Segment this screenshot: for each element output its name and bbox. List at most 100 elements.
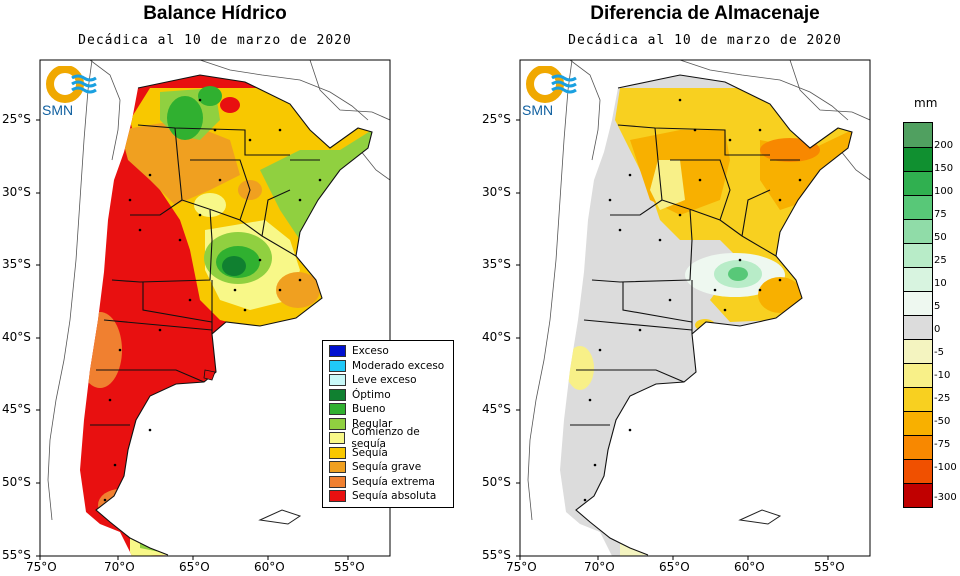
colorbar-label: -100 <box>934 462 957 473</box>
legend-label: Bueno <box>352 403 386 416</box>
colorbar-label: -75 <box>934 439 951 450</box>
legend-item: Exceso <box>323 344 453 359</box>
colorbar-label: -25 <box>934 393 951 404</box>
left-map-title: Balance Hídrico <box>143 3 287 24</box>
legend-swatch <box>329 490 346 503</box>
colorbar-label: 10 <box>934 278 947 289</box>
legend-swatch <box>329 359 346 372</box>
colorbar-label: -10 <box>934 370 951 381</box>
legend-item: Leve exceso <box>323 373 453 388</box>
colorbar-segment <box>904 172 932 196</box>
colorbar-label: -300 <box>934 492 957 503</box>
legend-item: Sequía grave <box>323 460 453 475</box>
smn-logo-right: SMN <box>522 65 584 118</box>
colorbar-segment <box>904 292 932 316</box>
colorbar-segment <box>904 412 932 436</box>
legend-item: Comienzo de sequía <box>323 426 453 450</box>
smn-logo-text: SMN <box>42 102 74 118</box>
legend-label: Sequía <box>352 446 388 459</box>
legend-item: Bueno <box>323 402 453 417</box>
legend-label: Moderado exceso <box>352 359 445 372</box>
colorbar-label: -50 <box>934 416 951 427</box>
legend-item: Moderado exceso <box>323 359 453 374</box>
lon-label: 70°O <box>104 560 135 574</box>
lat-label: 35°S <box>482 257 511 271</box>
lat-label: 25°S <box>482 112 511 126</box>
legend-swatch <box>329 417 346 430</box>
colorbar-segment <box>904 123 932 148</box>
legend-swatch <box>329 345 346 358</box>
colorbar <box>903 122 933 508</box>
legend-swatch <box>329 461 346 474</box>
legend-label: Comienzo de sequía <box>351 426 420 451</box>
colorbar-segment <box>904 388 932 412</box>
lat-label: 40°S <box>482 330 511 344</box>
legend-label: Sequía absoluta <box>352 490 437 503</box>
colorbar-segment <box>904 268 932 292</box>
colorbar-label: 5 <box>934 301 941 312</box>
lat-label: 45°S <box>2 402 31 416</box>
lon-label: 75°O <box>506 560 537 574</box>
colorbar-label: 150 <box>934 163 954 174</box>
lat-label: 35°S <box>2 257 31 271</box>
legend-label: Leve exceso <box>352 374 417 387</box>
legend-swatch <box>329 446 346 459</box>
legend-swatch <box>329 388 346 401</box>
lon-label: 70°O <box>584 560 615 574</box>
balance-legend: Exceso Moderado exceso Leve exceso Óptim… <box>322 340 454 508</box>
legend-item: Óptimo <box>323 388 453 403</box>
lat-label: 55°S <box>482 548 511 562</box>
legend-item: Regular <box>323 417 453 432</box>
lat-label: 30°S <box>2 185 31 199</box>
smn-logo-icon <box>526 65 577 103</box>
colorbar-label: 200 <box>934 140 954 151</box>
smn-logo-left: SMN <box>42 65 104 118</box>
colorbar-label: 25 <box>934 255 947 266</box>
lat-label: 40°S <box>2 330 31 344</box>
colorbar-label: -5 <box>934 347 944 358</box>
lat-label: 50°S <box>482 475 511 489</box>
right-map <box>516 59 871 560</box>
legend-swatch <box>329 374 346 387</box>
colorbar-label: 75 <box>934 209 947 220</box>
legend-swatch <box>329 403 346 416</box>
lon-label: 60°O <box>254 560 285 574</box>
colorbar-segment <box>904 220 932 244</box>
colorbar-label: 0 <box>934 324 941 335</box>
lon-label: 55°O <box>334 560 365 574</box>
right-map-title: Diferencia de Almacenaje <box>590 3 820 24</box>
legend-label: Exceso <box>352 345 389 358</box>
lon-label: 65°O <box>179 560 210 574</box>
colorbar-segment <box>904 484 932 507</box>
legend-item: Sequía extrema <box>323 475 453 490</box>
lon-label: 65°O <box>659 560 690 574</box>
colorbar-label: 50 <box>934 232 947 243</box>
colorbar-segment <box>904 148 932 172</box>
colorbar-segment <box>904 460 932 484</box>
legend-item: Sequía <box>323 446 453 461</box>
smn-logo-text: SMN <box>522 102 554 118</box>
lon-label: 55°O <box>814 560 845 574</box>
colorbar-segment <box>904 244 932 268</box>
colorbar-unit: mm <box>914 96 938 110</box>
left-map-subtitle: Decádica al 10 de marzo de 2020 <box>78 33 352 48</box>
legend-label: Sequía grave <box>352 461 422 474</box>
colorbar-segment <box>904 316 932 340</box>
colorbar-segment <box>904 340 932 364</box>
legend-label: Sequía extrema <box>352 475 435 488</box>
colorbar-segment <box>904 364 932 388</box>
legend-label: Regular <box>352 417 393 430</box>
right-map-subtitle: Decádica al 10 de marzo de 2020 <box>568 33 842 48</box>
lat-label: 30°S <box>482 185 511 199</box>
colorbar-segment <box>904 436 932 460</box>
lat-label: 45°S <box>482 402 511 416</box>
legend-item: Sequía absoluta <box>323 489 453 504</box>
lat-label: 25°S <box>2 112 31 126</box>
colorbar-label: 100 <box>934 186 954 197</box>
colorbar-segment <box>904 196 932 220</box>
lat-label: 50°S <box>2 475 31 489</box>
legend-label: Óptimo <box>352 388 391 401</box>
lon-label: 75°O <box>26 560 57 574</box>
lon-label: 60°O <box>734 560 765 574</box>
legend-swatch <box>329 432 346 445</box>
